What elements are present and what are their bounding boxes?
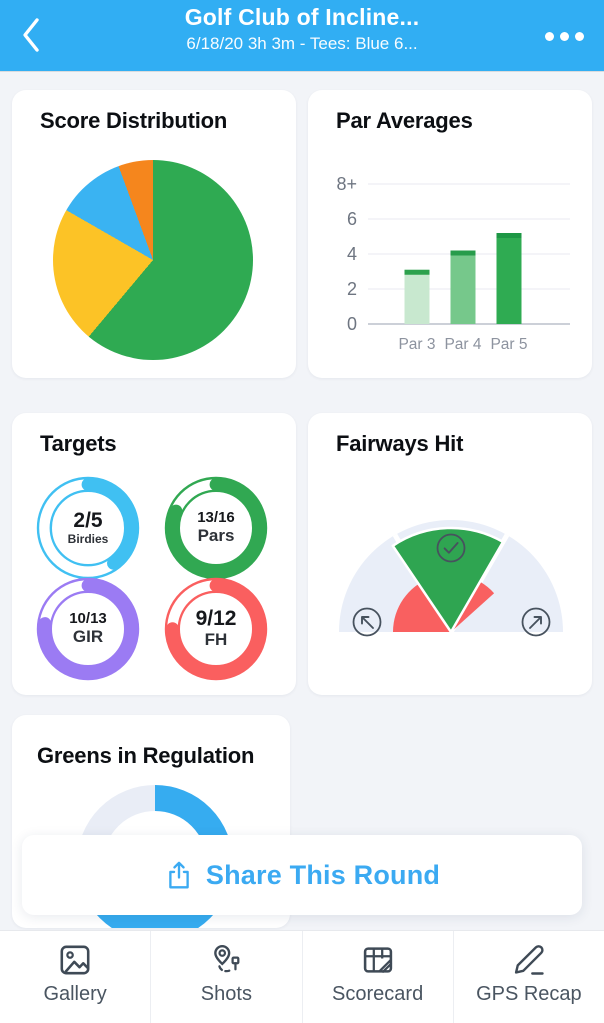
target-birdies-value: 2/5 [73,508,103,532]
target-fh-ring [164,577,268,681]
tab-scorecard-label: Scorecard [332,983,424,1005]
svg-text:Par 3: Par 3 [398,336,435,353]
target-gir-value: 10/13 [69,610,107,628]
fairways-hit-gauge [339,520,563,637]
shots-icon [214,944,240,973]
share-round-button[interactable]: Share This Round [22,835,582,915]
tab-gallery[interactable]: Gallery [0,931,152,1023]
tab-shots[interactable]: Shots [151,931,303,1023]
target-pars-ring [164,476,268,580]
target-gir-label: GIR [72,627,104,647]
targets-card: Targets 2/5 Birdies 13/16 Pars 10/13 GIR [12,413,296,695]
par-averages-chart: 0 2 4 6 8+ Par 3 Par 4 Par 5 [336,174,570,353]
menu-button[interactable] [540,24,584,48]
target-pars-label: Pars [197,526,235,546]
svg-text:0: 0 [347,314,357,334]
svg-text:Par 5: Par 5 [490,336,527,353]
fairways-hit-card: Fairways Hit [308,413,592,695]
share-round-label: Share This Round [205,859,441,890]
par-averages-card: Par Averages 0 2 4 6 8+ Par 3 Par 4 Par 5 [308,90,592,378]
score-distribution-card: Score Distribution [12,90,296,378]
gps-recap-icon [514,945,544,975]
score-distribution-pie [53,160,253,360]
tab-shots-label: Shots [200,983,252,1005]
chevron-left-icon [23,18,39,52]
bottom-tab-bar: Gallery Shots Scorecard [0,930,604,1023]
tab-gps-recap[interactable]: GPS Recap [454,931,604,1023]
scorecard-icon [363,947,392,973]
page-title: Golf Club of Incline... [184,4,420,30]
target-fh-label: FH [204,630,228,650]
header-bar: Golf Club of Incline... 6/18/20 3h 3m - … [0,0,604,71]
svg-text:Par 4: Par 4 [444,336,481,353]
target-fh-value: 9/12 [195,607,237,631]
tab-gps-recap-label: GPS Recap [476,983,582,1005]
tab-scorecard[interactable]: Scorecard [303,931,454,1023]
target-gir-ring [36,577,140,681]
share-icon [169,861,189,889]
gir-title: Greens in Regulation [37,743,255,768]
svg-text:8+: 8+ [336,174,357,194]
page-subtitle: 6/18/20 3h 3m - Tees: Blue 6... [186,34,418,53]
check-icon [436,533,466,563]
target-pars-value: 13/16 [197,509,235,527]
arrow-up-right-icon [521,607,551,637]
fairways-hit-title: Fairways Hit [336,431,464,456]
score-distribution-title: Score Distribution [40,108,228,133]
svg-text:2: 2 [347,279,357,299]
svg-text:4: 4 [347,244,357,264]
svg-text:6: 6 [347,209,357,229]
target-birdies: 2/5 Birdies [36,476,140,580]
target-pars: 13/16 Pars [164,476,268,580]
gallery-icon [60,945,90,975]
back-button[interactable] [16,14,46,56]
par-averages-title: Par Averages [336,108,473,133]
ellipsis-icon [545,31,584,41]
targets-title: Targets [40,431,117,456]
target-fh: 9/12 FH [164,577,268,681]
target-birdies-label: Birdies [67,531,109,546]
header-titles: Golf Club of Incline... 6/18/20 3h 3m - … [70,4,534,54]
tab-gallery-label: Gallery [43,983,107,1005]
target-gir: 10/13 GIR [36,577,140,681]
arrow-up-left-icon [352,607,382,637]
